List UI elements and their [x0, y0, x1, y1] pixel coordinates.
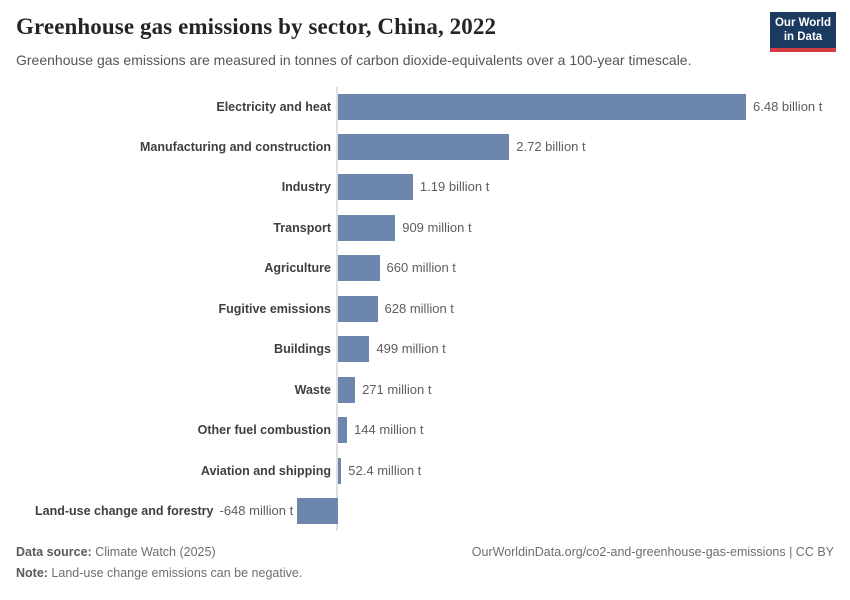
bar-row: Industry 1.19 billion t — [0, 174, 850, 201]
value-label: 271 million t — [362, 381, 432, 397]
category-label: Waste — [294, 382, 331, 397]
category-label: Agriculture — [264, 261, 331, 276]
category-label: Buildings — [274, 342, 331, 357]
chart-subtitle: Greenhouse gas emissions are measured in… — [16, 52, 692, 68]
bar-row: Electricity and heat 6.48 billion t — [0, 93, 850, 120]
bar-row: Fugitive emissions 628 million t — [0, 295, 850, 322]
value-label: 660 million t — [386, 260, 456, 276]
bar[interactable] — [338, 93, 746, 120]
bar[interactable] — [338, 376, 356, 403]
bar[interactable] — [338, 133, 510, 160]
category-label: Electricity and heat — [216, 99, 331, 114]
value-label: 499 million t — [376, 341, 446, 357]
bar-row: Other fuel combustion 144 million t — [0, 417, 850, 444]
bar[interactable] — [338, 457, 342, 484]
zero-axis-line — [336, 87, 338, 531]
value-label: 2.72 billion t — [516, 138, 586, 154]
negative-bar-group: Land-use change and forestry -648 million… — [0, 498, 338, 524]
category-label: Fugitive emissions — [218, 301, 331, 316]
value-label: 1.19 billion t — [419, 179, 490, 195]
bar[interactable] — [338, 295, 378, 322]
bar[interactable] — [297, 498, 338, 524]
value-label: 909 million t — [402, 219, 472, 235]
category-label: Other fuel combustion — [197, 423, 331, 438]
page-title: Greenhouse gas emissions by sector, Chin… — [16, 14, 497, 39]
value-label: 52.4 million t — [348, 462, 422, 478]
bar[interactable] — [338, 417, 348, 444]
bar-row: Buildings 499 million t — [0, 336, 850, 363]
footer-attribution-link[interactable]: OurWorldinData.org/co2-and-greenhouse-ga… — [471, 545, 834, 559]
note-label: Note: — [16, 566, 48, 580]
category-label: Industry — [281, 180, 331, 195]
category-label: Transport — [273, 220, 331, 235]
note-value: Land-use change emissions can be negativ… — [47, 566, 303, 580]
bar-row: Waste 271 million t — [0, 376, 850, 403]
bar[interactable] — [338, 214, 396, 241]
bar[interactable] — [338, 174, 413, 201]
note-line: Note: Land-use change emissions can be n… — [16, 563, 302, 584]
owid-logo-line1: Our World — [774, 17, 831, 29]
footer-source-note: Data source: Climate Watch (2025) Note: … — [16, 542, 302, 584]
bar[interactable] — [338, 255, 380, 282]
value-label: -648 million t — [219, 503, 294, 518]
category-label: Aviation and shipping — [200, 463, 331, 478]
bar-row: Aviation and shipping 52.4 million t — [0, 457, 850, 484]
data-source-line: Data source: Climate Watch (2025) — [16, 542, 302, 563]
bar-row: Agriculture 660 million t — [0, 255, 850, 282]
owid-logo-line2: in Data — [783, 31, 823, 43]
value-label: 6.48 billion t — [753, 98, 823, 114]
value-label: 628 million t — [384, 300, 454, 316]
data-source-label: Data source: — [16, 545, 92, 559]
owid-logo[interactable]: Our World in Data — [770, 12, 836, 52]
value-label: 144 million t — [354, 422, 424, 438]
bar[interactable] — [338, 336, 370, 363]
category-label: Manufacturing and construction — [140, 139, 331, 154]
bar-row: Manufacturing and construction 2.72 billi… — [0, 133, 850, 160]
data-source-value: Climate Watch (2025) — [91, 545, 216, 559]
category-label: Land-use change and forestry — [34, 504, 214, 518]
bar-row: Transport 909 million t — [0, 214, 850, 241]
bar-row: Land-use change and forestry -648 million… — [0, 498, 850, 524]
